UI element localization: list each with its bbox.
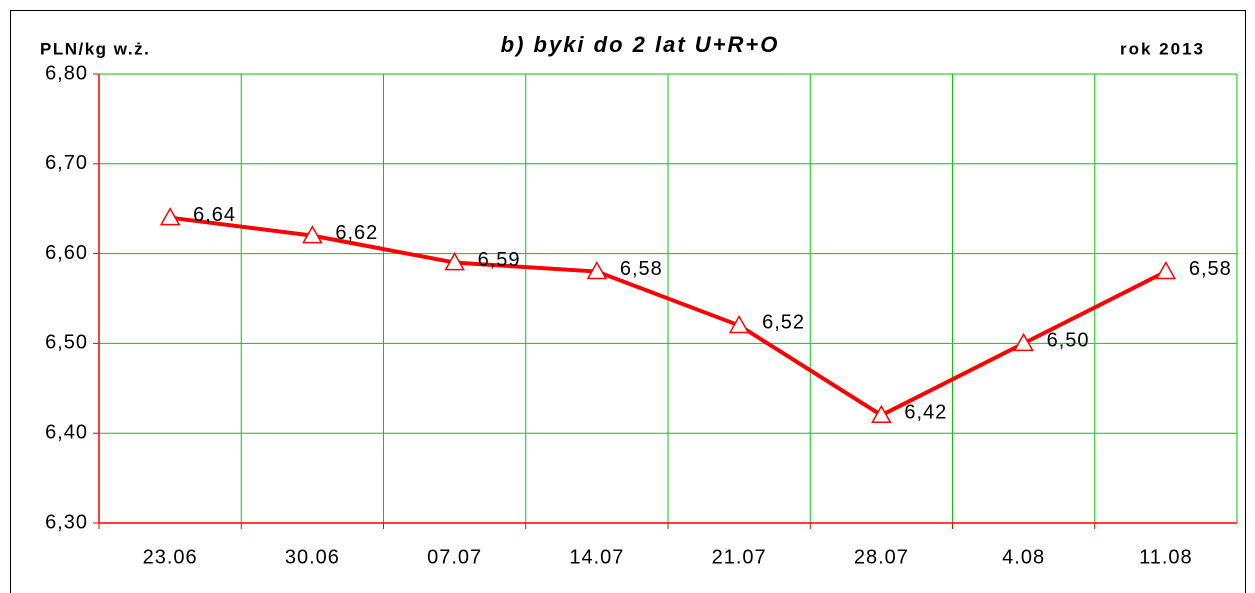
- marker: [871, 404, 892, 423]
- x-tick-label: 30.06: [285, 546, 340, 568]
- series-line: [169, 215, 1167, 418]
- data-label: 6,64: [193, 204, 236, 226]
- x-tick-label: 14.07: [569, 546, 624, 568]
- y-axis-label: PLN/kg w.ż.: [40, 39, 150, 58]
- data-label: 6,42: [904, 402, 947, 424]
- x-tick-label: 28.07: [854, 546, 909, 568]
- marker: [159, 207, 181, 226]
- chart-frame: [10, 10, 1246, 593]
- data-label: 6,58: [1189, 258, 1232, 280]
- annotation: rok 2013: [1120, 39, 1205, 58]
- marker: [1013, 332, 1034, 352]
- y-tick-label: 6,80: [45, 62, 88, 84]
- data-label: 6,59: [478, 249, 521, 271]
- data-label: 6,58: [620, 258, 663, 280]
- marker: [586, 261, 608, 280]
- x-tick-label: 23.06: [143, 546, 198, 568]
- marker: [1155, 261, 1177, 280]
- x-tick-label: 21.07: [712, 546, 767, 568]
- y-tick-label: 6,30: [45, 511, 88, 533]
- y-tick-label: 6,60: [45, 242, 88, 264]
- y-tick-label: 6,70: [45, 152, 88, 174]
- x-tick-label: 07.07: [427, 546, 482, 568]
- data-label: 6,50: [1047, 330, 1090, 352]
- data-label: 6,62: [335, 222, 378, 244]
- y-tick-label: 6,40: [45, 421, 88, 443]
- marker: [728, 314, 750, 334]
- x-tick-label: 11.08: [1139, 546, 1193, 568]
- marker: [444, 252, 465, 271]
- x-tick-label: 4.08: [1002, 546, 1045, 568]
- chart-title: b) byki do 2 lat U+R+O: [501, 32, 780, 57]
- data-label: 6,52: [762, 312, 805, 334]
- marker: [302, 225, 323, 244]
- y-tick-label: 6,50: [45, 332, 88, 354]
